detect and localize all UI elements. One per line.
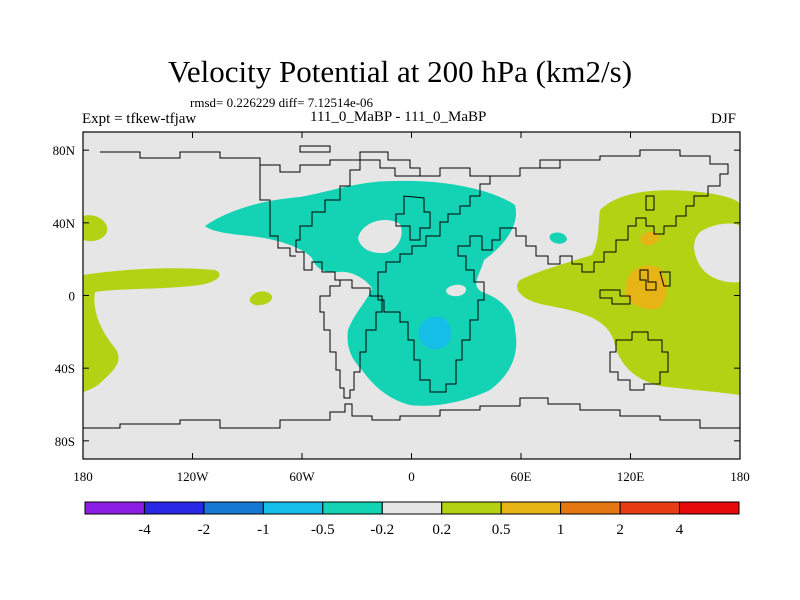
colorbar-label: -1	[257, 522, 270, 538]
x-tick-label: 60W	[289, 469, 315, 484]
y-tick-label: 80S	[55, 434, 75, 449]
x-axis-ticks: 180 120W 60W 0 60E 120E 180	[73, 132, 750, 484]
y-tick-label: 0	[69, 289, 76, 304]
colorbar-segment	[143, 501, 205, 515]
colorbar-label: 4	[676, 522, 684, 538]
x-tick-label: 180	[730, 469, 750, 484]
positive-region-west-edge	[83, 268, 220, 392]
negative-region-main	[205, 180, 517, 406]
colorbar-label: -0.2	[370, 522, 394, 538]
positive-region-north-pacific	[83, 215, 108, 242]
neutral-hole-east	[694, 223, 740, 283]
y-tick-label: 80N	[53, 143, 76, 158]
experiment-label: Expt = tfkew-tfjaw	[82, 111, 197, 127]
positive-region-small	[249, 291, 273, 306]
colorbar: -4 -2 -1 -0.5 -0.2 0.2 0.5 1 2 4	[84, 501, 740, 538]
colorbar-segment	[262, 501, 324, 515]
negative-strong-region	[418, 316, 452, 350]
y-axis-ticks: 80N 40N 0 40S 80S	[53, 143, 740, 449]
colorbar-label: -4	[138, 522, 151, 538]
positive-strong-region-2	[640, 231, 660, 246]
colorbar-label: -2	[198, 522, 211, 538]
colorbar-segment	[203, 501, 264, 515]
y-tick-label: 40N	[53, 216, 76, 231]
colorbar-label: 0.2	[432, 522, 451, 538]
negative-region-small-east	[549, 232, 567, 244]
chart-title: Velocity Potential at 200 hPa (km2/s)	[167, 54, 633, 89]
x-tick-label: 120W	[177, 469, 210, 484]
x-tick-label: 180	[73, 469, 93, 484]
x-tick-label: 120E	[617, 469, 645, 484]
stats-text: rmsd= 0.226229 diff= 7.12514e-06	[190, 95, 374, 110]
season-label: DJF	[711, 111, 737, 127]
neutral-hole-north	[358, 220, 402, 254]
colorbar-segment	[619, 501, 681, 515]
coastlines	[83, 145, 740, 429]
colorbar-segment	[322, 501, 383, 515]
x-tick-label: 60E	[511, 469, 532, 484]
colorbar-segment	[441, 501, 502, 515]
colorbar-segment	[381, 501, 443, 515]
x-tick-label: 0	[408, 469, 415, 484]
colorbar-label: 0.5	[492, 522, 511, 538]
y-tick-label: 40S	[55, 361, 75, 376]
contour-fills	[83, 180, 740, 406]
neutral-hole-center	[446, 284, 467, 297]
colorbar-segment	[84, 501, 145, 515]
colorbar-label: 1	[557, 522, 565, 538]
colorbar-segment	[500, 501, 562, 515]
colorbar-segment	[560, 501, 621, 515]
colorbar-label: 2	[616, 522, 624, 538]
cases-label: 111_0_MaBP - 111_0_MaBP	[310, 109, 487, 125]
colorbar-label: -0.5	[311, 522, 335, 538]
colorbar-segment	[679, 501, 740, 515]
